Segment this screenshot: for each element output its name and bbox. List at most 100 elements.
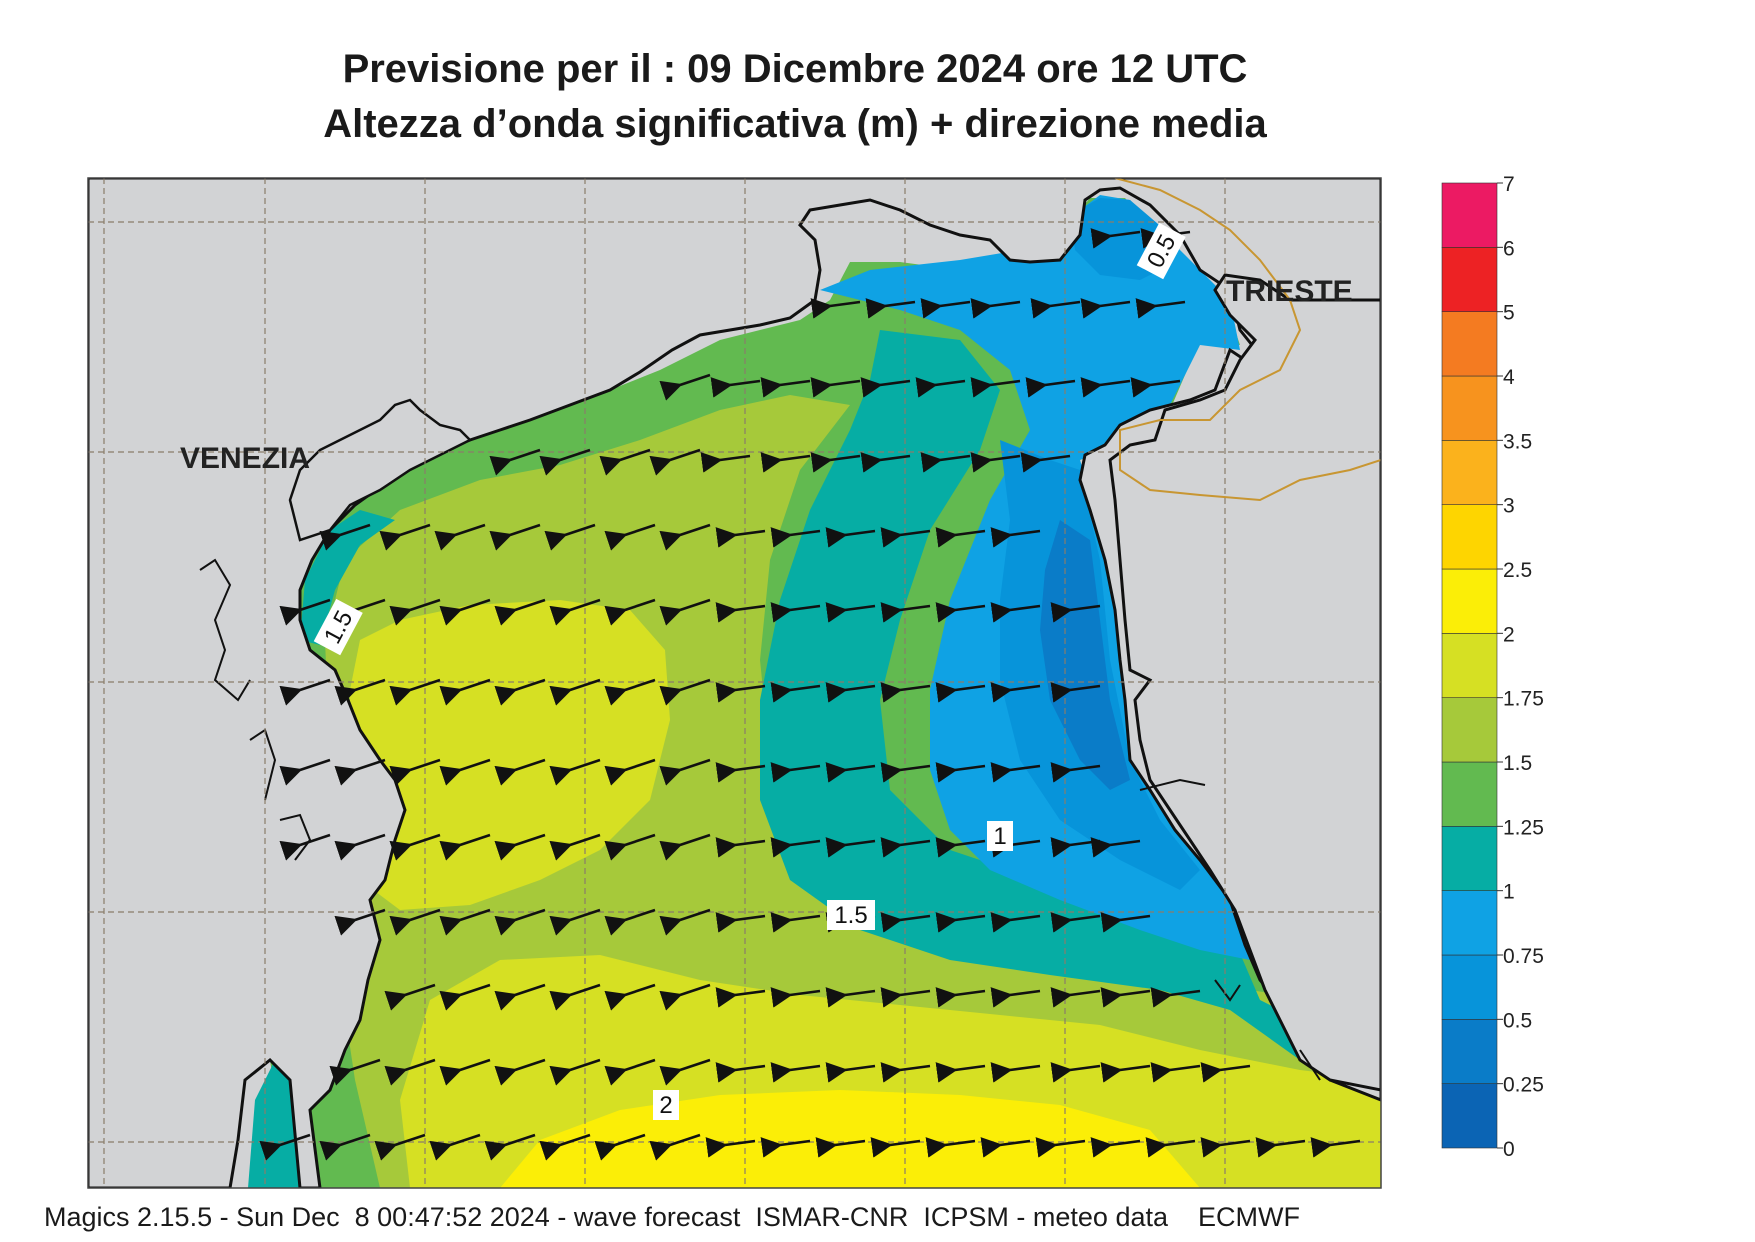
wave-direction-arrow <box>604 758 656 786</box>
wave-direction-arrow <box>539 1133 591 1161</box>
wave-direction-arrow <box>990 527 1041 548</box>
coast-detail-venezia <box>199 558 312 861</box>
wave-direction-arrow <box>484 1133 536 1161</box>
colorbar-swatch <box>1441 375 1498 441</box>
colorbar-swatch <box>1441 504 1498 570</box>
wave-direction-arrow <box>880 837 931 858</box>
wave-direction-arrow <box>1050 1062 1101 1083</box>
wave-direction-arrow <box>810 452 861 473</box>
colorbar-swatch <box>1441 440 1498 505</box>
colorbar-tick-label: 0.5 <box>1503 1009 1532 1032</box>
colorbar-tick-label: 2.5 <box>1503 559 1532 582</box>
colorbar-tick-label: 2 <box>1503 623 1515 646</box>
wave-direction-arrow <box>710 377 761 398</box>
wave-direction-arrow <box>1030 298 1081 319</box>
wave-direction-arrow <box>389 598 441 626</box>
wave-direction-arrow <box>494 598 546 626</box>
wave-direction-arrow <box>594 1133 646 1161</box>
coast-detail-istria <box>1139 778 1321 1081</box>
wave-direction-arrow <box>659 908 711 936</box>
wave-direction-arrow <box>1255 1137 1306 1158</box>
wave-direction-arrow <box>920 452 971 473</box>
wave-direction-arrow <box>715 682 766 703</box>
contour-labels: 0.5 1.5 1 1.5 2 <box>313 222 1186 1120</box>
wave-direction-arrow <box>329 1058 381 1086</box>
colorbar-tick-label: 7 <box>1503 173 1515 196</box>
colorbar-tick-label: 1.25 <box>1503 816 1544 839</box>
wave-direction-arrow <box>1200 1062 1251 1083</box>
colorbar-swatch <box>1441 247 1498 312</box>
wave-direction-arrow <box>970 377 1021 398</box>
wave-direction-arrow <box>604 983 656 1011</box>
wave-direction-arrow <box>715 912 766 933</box>
wave-direction-arrow <box>880 762 931 783</box>
wave-direction-arrow <box>549 1058 601 1086</box>
wave-direction-arrow <box>549 598 601 626</box>
wave-direction-arrow <box>659 983 711 1011</box>
colorbar-swatch <box>1441 1019 1498 1084</box>
wave-direction-arrow <box>860 377 911 398</box>
wave-direction-arrow <box>439 983 491 1011</box>
wave-direction-arrow <box>770 762 821 783</box>
wave-direction-arrow <box>770 682 821 703</box>
wave-direction-arrow <box>1100 912 1151 933</box>
wave-direction-arrow <box>1130 377 1181 398</box>
wave-direction-arrow <box>1090 228 1141 249</box>
wave-direction-arrow <box>715 602 766 623</box>
colorbar-swatch <box>1441 826 1498 891</box>
wave-direction-arrow <box>489 523 541 551</box>
wave-direction-arrow <box>880 682 931 703</box>
wave-direction-arrow <box>760 452 811 473</box>
wave-direction-arrow <box>434 523 486 551</box>
wave-direction-arrow <box>259 1133 311 1161</box>
colorbar-tick-label: 0.75 <box>1503 945 1544 968</box>
wave-direction-arrow <box>1080 298 1131 319</box>
colorbar-tick-label: 6 <box>1503 237 1515 260</box>
wave-direction-arrow <box>659 598 711 626</box>
wave-direction-arrow <box>494 678 546 706</box>
wave-direction-arrow <box>319 523 371 551</box>
wave-direction-arrow <box>1090 837 1141 858</box>
wave-direction-arrow <box>659 678 711 706</box>
colorbar-swatch <box>1441 890 1498 956</box>
colorbar-swatch <box>1441 761 1498 827</box>
land-istria <box>1108 178 1381 1092</box>
wave-direction-arrow <box>1145 1137 1196 1158</box>
wave-direction-arrow <box>920 298 971 319</box>
wave-direction-arrow <box>549 983 601 1011</box>
wave-direction-arrow <box>715 987 766 1008</box>
wave-direction-arrow <box>825 602 876 623</box>
wave-direction-arrow <box>880 987 931 1008</box>
wave-direction-arrow <box>279 758 331 786</box>
contour-label-2: 2 <box>659 1092 672 1119</box>
wave-direction-arrow <box>659 523 711 551</box>
wave-direction-arrow <box>659 373 711 401</box>
wave-direction-arrow <box>825 987 876 1008</box>
wave-direction-arrow <box>334 678 386 706</box>
wave-direction-arrow <box>544 523 596 551</box>
wave-direction-arrows <box>259 228 1361 1161</box>
wave-direction-arrow <box>389 758 441 786</box>
wave-direction-arrow <box>389 678 441 706</box>
wave-direction-arrow <box>990 762 1041 783</box>
wave-direction-arrow <box>439 758 491 786</box>
sea-band-1-1.25-east <box>760 330 1381 1100</box>
wave-direction-arrow <box>990 602 1041 623</box>
wave-direction-arrow <box>494 758 546 786</box>
wave-direction-arrow <box>384 983 436 1011</box>
wave-direction-arrow <box>825 527 876 548</box>
wave-direction-arrow <box>1150 1062 1201 1083</box>
wave-direction-arrow <box>659 833 711 861</box>
wave-direction-arrow <box>389 908 441 936</box>
sea-patch-1.75-2-north <box>350 600 670 910</box>
wave-direction-arrow <box>1080 377 1131 398</box>
wave-direction-arrow <box>279 678 331 706</box>
wave-direction-arrow <box>880 912 931 933</box>
wave-direction-arrow <box>1050 762 1101 783</box>
colorbar-swatch <box>1441 311 1498 377</box>
wave-direction-arrow <box>604 523 656 551</box>
wave-direction-arrow <box>990 1062 1041 1083</box>
colorbar-legend: 0 0.25 0.5 0.75 1 1.25 1.5 1.75 2 2.5 3 3.5 4 5 6 7 <box>1441 173 1544 1161</box>
wave-direction-arrow <box>439 908 491 936</box>
